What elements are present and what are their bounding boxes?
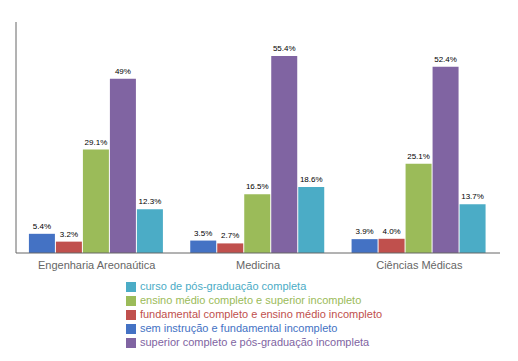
svg-text:18.6%: 18.6% (300, 175, 323, 184)
html-text:curso de pós-graduação complet: curso de pós-graduação completa (139, 280, 307, 292)
svg-text:2.7%: 2.7% (221, 231, 239, 240)
svg-text:12.3%: 12.3% (139, 197, 162, 206)
svg-text:4.0%: 4.0% (382, 227, 400, 236)
html-text:superior completo e pós-gradua: superior completo e pós-graduação incomp… (139, 336, 370, 348)
svg-text:49%: 49% (115, 67, 131, 76)
svg-text:3.2%: 3.2% (60, 230, 78, 239)
html-text:fundamental completo e ensino: fundamental completo e ensino médio inco… (139, 308, 383, 320)
svg-text:13.7%: 13.7% (461, 192, 484, 201)
svg-text:Medicina: Medicina (236, 259, 281, 271)
svg-text:52.4%: 52.4% (434, 55, 457, 64)
svg-text:16.5%: 16.5% (246, 182, 269, 191)
svg-text:3.5%: 3.5% (194, 229, 212, 238)
html-text:ensino médio completo e superi: ensino médio completo e superior incompl… (139, 294, 362, 306)
html-text:sem instrução e fundamental in: sem instrução e fundamental incompleto (139, 322, 338, 334)
svg-text:29.1%: 29.1% (85, 138, 108, 147)
svg-text:5.4%: 5.4% (33, 222, 51, 231)
svg-text:25.1%: 25.1% (407, 152, 430, 161)
svg-text:Ciências Médicas: Ciências Médicas (376, 259, 463, 271)
svg-text:55.4%: 55.4% (273, 44, 296, 53)
svg-text:3.9%: 3.9% (355, 227, 373, 236)
svg-text:Engenharia Areonaútica: Engenharia Areonaútica (38, 259, 156, 271)
